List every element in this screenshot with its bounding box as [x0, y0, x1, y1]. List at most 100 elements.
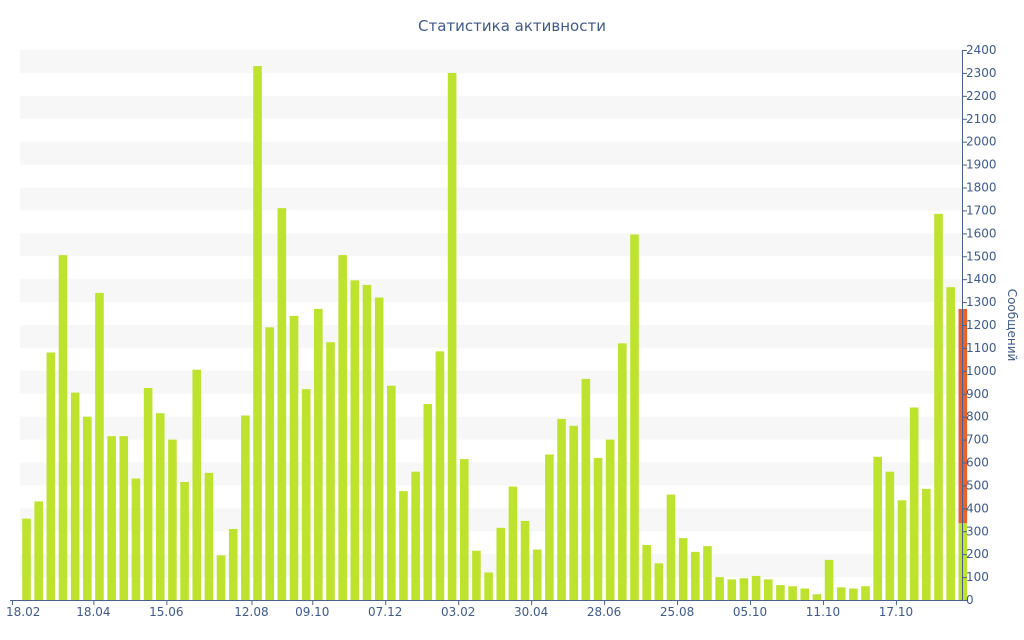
y-tick-label: 1200 [966, 318, 997, 332]
bar [58, 255, 68, 600]
bar [289, 315, 299, 600]
x-tick-label: 25.08 [660, 605, 694, 619]
bar [277, 208, 287, 600]
bar [581, 378, 591, 600]
bar [228, 528, 238, 600]
grid-band [20, 325, 962, 348]
bar [897, 500, 907, 600]
bar [362, 284, 372, 600]
bar [666, 494, 676, 600]
x-tick-label: 05.10 [733, 605, 767, 619]
grid-band [20, 279, 962, 303]
bar [399, 491, 408, 600]
bar [751, 575, 761, 600]
y-tick-label: 300 [966, 524, 989, 538]
bar [95, 292, 104, 600]
bar [216, 555, 226, 600]
bar [459, 459, 469, 600]
y-tick-label: 1700 [966, 203, 997, 217]
bar [605, 439, 615, 600]
bar [727, 579, 737, 600]
bar [678, 538, 688, 600]
bar [411, 471, 420, 600]
bar [849, 588, 858, 600]
bar [861, 586, 870, 600]
x-tick-label: 15.06 [149, 605, 183, 619]
x-tick-label: 07.12 [368, 605, 402, 619]
y-tick-label: 700 [966, 433, 989, 447]
x-tick-label: 12.08 [234, 605, 268, 619]
bar [350, 280, 360, 600]
bar [119, 436, 129, 600]
bar [618, 343, 627, 600]
x-tick-label: 11.10 [806, 605, 840, 619]
bar [508, 486, 518, 600]
bar [836, 587, 846, 600]
bar [22, 518, 31, 600]
bar [763, 579, 773, 600]
y-tick-label: 1500 [966, 249, 997, 263]
x-tick-label: 17.10 [879, 605, 913, 619]
y-tick-label: 500 [966, 478, 989, 492]
grid-band [20, 141, 962, 165]
bar [703, 546, 712, 600]
bar [180, 481, 189, 600]
bar [168, 439, 177, 600]
bar [131, 478, 141, 600]
bar [946, 287, 955, 600]
x-tick-label: 18.02 [6, 605, 40, 619]
bar [873, 456, 882, 600]
bar [46, 352, 56, 600]
chart-title: Статистика активности [418, 17, 606, 35]
bar [204, 472, 214, 600]
bar [885, 471, 895, 600]
bar [472, 550, 481, 600]
y-tick-label: 400 [966, 501, 989, 515]
axes: 0 100 200 300 400 500 600 700 800 900 1000 1100 1200… [6, 43, 997, 619]
bar [909, 407, 919, 600]
bar [691, 551, 700, 600]
bar [34, 501, 43, 600]
bar [593, 457, 603, 600]
bar [788, 586, 797, 600]
grid-band [20, 95, 962, 119]
x-tick-label: 30.04 [514, 605, 548, 619]
bar [155, 413, 165, 600]
bar [143, 388, 153, 600]
bar [715, 577, 724, 600]
y-tick-label: 900 [966, 387, 989, 401]
bar [800, 588, 810, 600]
grid-band [20, 370, 962, 394]
y-tick-label: 1800 [966, 181, 997, 195]
y-axis-label: Сообщений [1005, 289, 1019, 362]
x-tick-label: 03.02 [441, 605, 475, 619]
x-tick-label: 28.06 [587, 605, 621, 619]
grid-band [20, 187, 962, 211]
bar [812, 594, 822, 600]
bar [70, 392, 80, 600]
bar [630, 234, 639, 600]
bar [265, 327, 274, 600]
bar [338, 255, 347, 600]
x-tick-label: 18.04 [76, 605, 110, 619]
y-tick-label: 1400 [966, 272, 997, 286]
bar [447, 72, 457, 600]
bar [192, 369, 202, 600]
bar [253, 66, 262, 600]
bar [642, 545, 651, 600]
bar [107, 436, 116, 600]
y-tick-label: 1300 [966, 295, 997, 309]
y-tick-label: 1100 [966, 341, 997, 355]
bar [520, 520, 530, 600]
y-tick-label: 2300 [966, 66, 997, 80]
bar [545, 454, 554, 600]
y-tick-label: 1900 [966, 158, 997, 172]
bar [776, 585, 785, 600]
bar [557, 418, 566, 600]
bar [569, 425, 578, 600]
y-tick-label: 800 [966, 410, 989, 424]
bar [934, 213, 943, 600]
bar [241, 415, 250, 600]
bar [824, 559, 834, 600]
